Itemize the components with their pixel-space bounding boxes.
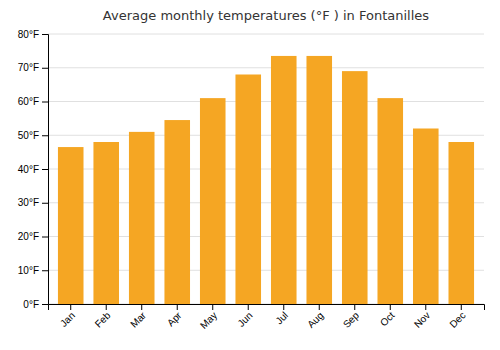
tick-label: 70°F (18, 62, 39, 73)
tick-label: Apr (165, 309, 184, 328)
chart: 0°F 10°F 20°F 30°F 40°F 50°F 60°F 70°F 80°F Jan Fe… (0, 0, 500, 350)
tick-mark (42, 135, 48, 136)
tick-mark (42, 169, 48, 170)
tick-label: Oct (378, 310, 397, 329)
title: Average monthly temperatures (°F ) in Fo… (103, 8, 429, 23)
tick-mark (177, 304, 178, 310)
tick: 0°F (23, 299, 48, 310)
tick: Jan (58, 304, 77, 329)
tick: Aug (305, 304, 325, 330)
tick: 50°F (18, 130, 48, 141)
tick: Apr (165, 304, 184, 328)
bar (271, 56, 297, 304)
tick-mark (354, 304, 355, 310)
tick-label: May (198, 310, 219, 331)
tick: Sep (341, 304, 362, 330)
tick-label: Feb (93, 309, 113, 329)
bar (448, 142, 474, 304)
tick-label: Nov (412, 310, 432, 330)
tick-label: 50°F (18, 130, 39, 141)
tick-label: 80°F (18, 29, 39, 40)
grid-line (48, 67, 484, 68)
tick-mark (42, 203, 48, 204)
bar (306, 56, 332, 304)
tick: Oct (378, 304, 397, 328)
bar (164, 120, 190, 304)
tick-mark (42, 304, 48, 305)
tick-mark (248, 304, 249, 310)
grid-line (48, 101, 484, 102)
grid-line (48, 34, 484, 35)
tick-mark (42, 270, 48, 271)
bar (200, 98, 226, 304)
bar (342, 71, 368, 304)
tick-mark (425, 304, 426, 310)
tick: Dec (447, 304, 467, 330)
tick: 10°F (18, 265, 48, 276)
tick-mark (319, 304, 320, 310)
bar (413, 129, 439, 305)
tick: 20°F (18, 231, 48, 242)
tick-mark (70, 304, 71, 310)
tick: May (198, 304, 219, 331)
tick-label: 30°F (18, 197, 39, 208)
grid (48, 34, 484, 304)
tick-label: 20°F (18, 231, 39, 242)
tick: 80°F (18, 29, 48, 40)
bar (129, 132, 155, 304)
tick: 70°F (18, 62, 48, 73)
tick-label: Jan (58, 310, 77, 329)
tick-label: Sep (341, 309, 362, 330)
tick: Mar (128, 304, 148, 330)
tick-label: 0°F (23, 299, 39, 310)
tick-mark (283, 304, 284, 310)
bar (377, 98, 403, 304)
bar (235, 75, 261, 305)
tick: 40°F (18, 164, 48, 175)
x-axis: Jan Feb Mar Apr May Jun Jul Aug Sep Oct Nov Dec (49, 304, 485, 331)
y-axis: 0°F 10°F 20°F 30°F 40°F 50°F 60°F 70°F 80°F (18, 29, 49, 310)
tick-label: 60°F (18, 96, 39, 107)
tick: 30°F (18, 197, 48, 208)
tick-label: Aug (305, 310, 325, 330)
tick-mark (42, 68, 48, 69)
tick-label: Dec (447, 310, 467, 330)
tick-label: Mar (128, 309, 148, 329)
tick: Jun (235, 304, 254, 329)
tick-mark (106, 304, 107, 310)
bar (93, 142, 119, 304)
tick: Feb (93, 304, 113, 330)
tick-mark (461, 304, 462, 310)
tick: Jul (273, 304, 290, 326)
tick-mark (42, 34, 48, 35)
tick-mark (212, 304, 213, 310)
tick-mark (390, 304, 391, 310)
tick-label: 40°F (18, 164, 39, 175)
axis-line (42, 35, 49, 305)
bar (58, 147, 84, 304)
bars (58, 56, 474, 304)
tick-mark (42, 237, 48, 238)
tick-label: Jun (235, 310, 254, 329)
tick: 60°F (18, 96, 48, 107)
axis-line (49, 305, 485, 311)
tick-label: Jul (273, 310, 290, 327)
tick-mark (42, 102, 48, 103)
tick: Nov (412, 304, 432, 330)
plot: 0°F 10°F 20°F 30°F 40°F 50°F 60°F 70°F 80°F Jan Fe… (18, 29, 485, 331)
tick-label: 10°F (18, 265, 39, 276)
tick-mark (141, 304, 142, 310)
